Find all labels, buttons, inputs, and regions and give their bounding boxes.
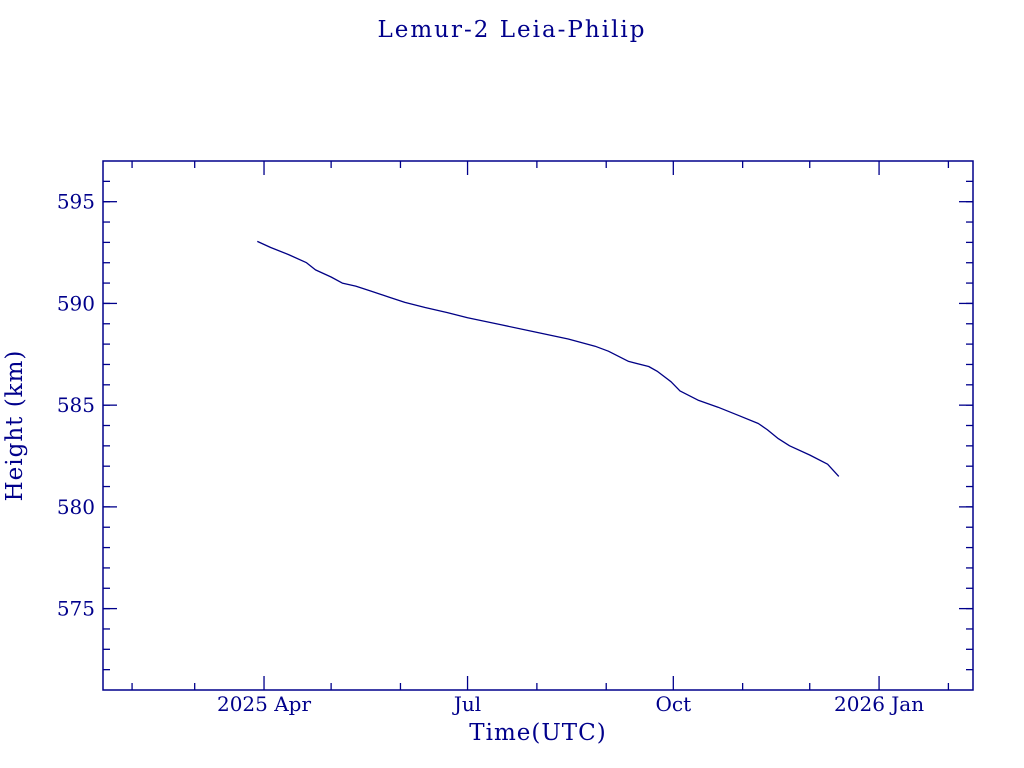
y-tick-label: 575 bbox=[57, 597, 95, 621]
x-tick-label: Jul bbox=[452, 692, 481, 716]
chart-title: Lemur-2 Leia-Philip bbox=[377, 17, 647, 43]
y-tick-label: 585 bbox=[57, 393, 95, 417]
height-data-line bbox=[257, 240, 840, 477]
plot-frame bbox=[102, 160, 974, 691]
x-tick-label: Oct bbox=[655, 692, 691, 716]
y-tick-label: 590 bbox=[57, 291, 95, 315]
x-axis-label: Time(UTC) bbox=[469, 720, 606, 746]
x-tick-label: 2025 Apr bbox=[217, 692, 312, 716]
y-axis-label: Height (km) bbox=[2, 350, 28, 502]
x-tick-label: 2026 Jan bbox=[834, 692, 924, 716]
y-tick-label: 580 bbox=[57, 495, 95, 519]
y-tick-label: 595 bbox=[57, 190, 95, 214]
